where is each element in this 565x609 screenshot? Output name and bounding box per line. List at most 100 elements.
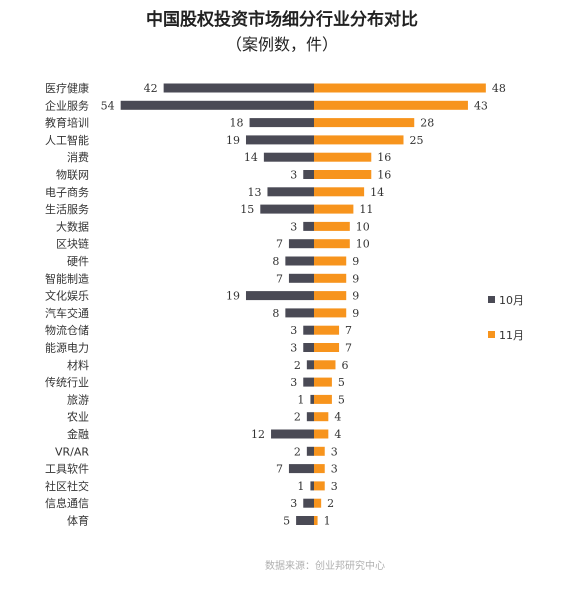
value-label-nov: 11 <box>359 203 373 216</box>
bar-nov <box>314 308 347 318</box>
bar-nov <box>314 239 350 249</box>
bar-nov <box>314 118 415 128</box>
value-label-oct: 7 <box>276 238 283 251</box>
bar-oct <box>285 308 314 318</box>
value-label-nov: 4 <box>334 411 341 424</box>
value-label-nov: 5 <box>338 393 345 406</box>
bar-oct <box>285 256 314 266</box>
bar-nov <box>314 464 325 474</box>
bar-oct <box>303 343 314 352</box>
chart-subtitle: （案例数，件） <box>226 35 338 54</box>
bar-nov <box>314 135 404 145</box>
value-label-oct: 3 <box>290 324 297 337</box>
value-label-nov: 10 <box>356 238 370 251</box>
bar-oct <box>288 464 314 474</box>
legend-swatch <box>488 331 495 338</box>
value-label-oct: 3 <box>290 376 297 389</box>
bar-oct <box>245 291 314 301</box>
bar-oct <box>310 481 314 491</box>
legend-label: 10月 <box>499 294 524 307</box>
value-label-nov: 2 <box>327 497 334 510</box>
bar-oct <box>306 446 314 456</box>
bar-nov <box>314 170 372 179</box>
category-label: 能源电力 <box>45 341 89 355</box>
value-label-oct: 2 <box>294 359 301 372</box>
legend-label: 11月 <box>499 329 524 342</box>
category-label: VR/AR <box>55 445 89 458</box>
value-label-oct: 12 <box>251 428 265 441</box>
value-label-oct: 7 <box>276 272 283 285</box>
bar-oct <box>163 83 314 93</box>
bar-nov <box>314 325 340 335</box>
bar-oct <box>288 239 314 249</box>
category-label: 信息通信 <box>45 496 89 510</box>
value-label-oct: 3 <box>290 220 297 233</box>
category-label: 教育培训 <box>45 116 89 130</box>
bar-nov <box>314 100 468 110</box>
value-label-oct: 5 <box>283 515 290 528</box>
value-label-nov: 28 <box>420 117 434 130</box>
category-label: 区块链 <box>56 237 89 251</box>
bar-nov <box>314 429 329 439</box>
bar-nov <box>314 187 365 197</box>
value-label-oct: 3 <box>290 342 297 355</box>
value-label-nov: 3 <box>331 480 338 493</box>
bar-oct <box>120 100 315 110</box>
category-label: 企业服务 <box>45 98 89 112</box>
bar-oct <box>303 377 314 387</box>
value-label-nov: 4 <box>334 428 341 441</box>
category-label: 大数据 <box>56 219 89 233</box>
category-label: 物流仓储 <box>45 323 89 337</box>
value-label-nov: 9 <box>352 290 359 303</box>
value-label-nov: 16 <box>377 169 391 182</box>
value-label-oct: 1 <box>297 480 304 493</box>
bar-oct <box>271 429 314 439</box>
value-label-oct: 2 <box>294 411 301 424</box>
value-label-oct: 13 <box>247 186 261 199</box>
value-label-oct: 18 <box>230 117 244 130</box>
bar-oct <box>288 273 314 283</box>
value-label-nov: 25 <box>410 134 424 147</box>
bar-oct <box>303 221 314 231</box>
bar-oct <box>249 118 314 128</box>
category-label: 金融 <box>67 427 89 441</box>
bar-nov <box>314 343 340 352</box>
value-label-nov: 10 <box>356 220 370 233</box>
value-label-nov: 1 <box>324 515 331 528</box>
bar-nov <box>314 412 329 422</box>
value-label-nov: 7 <box>345 324 352 337</box>
value-label-nov: 5 <box>338 376 345 389</box>
value-label-nov: 14 <box>370 186 384 199</box>
category-label: 硬件 <box>67 255 89 268</box>
category-label: 旅游 <box>67 392 89 406</box>
value-label-oct: 3 <box>290 497 297 510</box>
bar-oct <box>306 360 314 370</box>
value-label-oct: 2 <box>294 445 301 458</box>
category-label: 智能制造 <box>45 271 89 285</box>
bar-oct <box>245 135 314 145</box>
legend-swatch <box>488 296 495 303</box>
value-label-oct: 8 <box>272 307 279 320</box>
category-label: 传统行业 <box>45 376 89 389</box>
bar-nov <box>314 256 347 266</box>
category-label: 电子商务 <box>45 185 89 199</box>
category-label: 医疗健康 <box>45 81 89 95</box>
value-label-nov: 9 <box>352 255 359 268</box>
value-label-oct: 54 <box>101 99 115 112</box>
category-label: 体育 <box>67 514 89 528</box>
value-label-oct: 15 <box>240 203 254 216</box>
category-label: 材料 <box>67 358 89 372</box>
value-label-nov: 6 <box>341 359 348 372</box>
bar-nov <box>314 152 372 162</box>
bar-nov <box>314 204 354 214</box>
bar-nov <box>314 516 318 525</box>
bar-nov <box>314 360 336 370</box>
category-label: 汽车交通 <box>45 306 89 320</box>
bar-nov <box>314 273 347 283</box>
value-label-nov: 3 <box>331 445 338 458</box>
category-label: 工具软件 <box>45 462 89 476</box>
value-label-nov: 48 <box>492 82 506 95</box>
value-label-oct: 3 <box>290 169 297 182</box>
